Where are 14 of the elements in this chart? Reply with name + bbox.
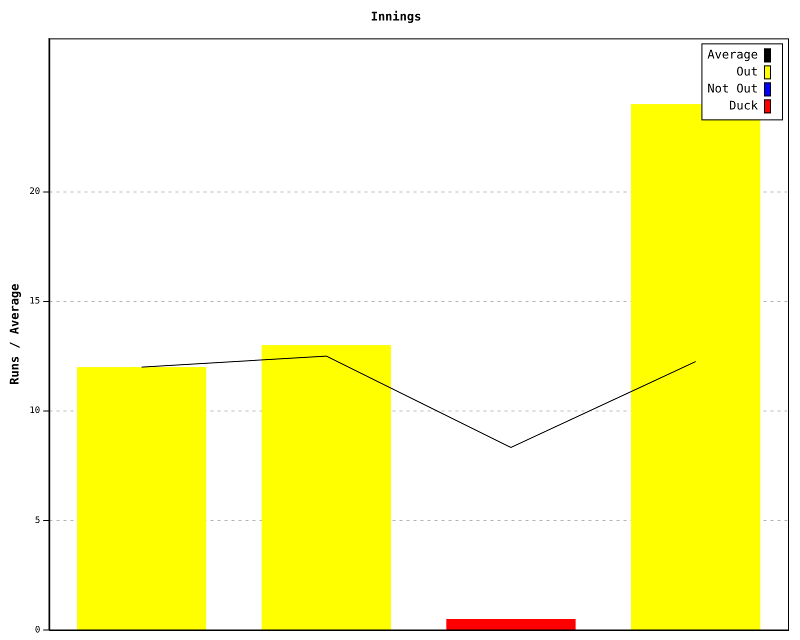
legend-label: Average bbox=[707, 48, 758, 62]
legend-label: Duck bbox=[729, 98, 759, 113]
y-tick-label: 10 bbox=[29, 406, 40, 416]
legend-label: Not Out bbox=[707, 82, 758, 96]
y-tick-label: 5 bbox=[34, 516, 40, 526]
legend-label: Out bbox=[736, 64, 758, 79]
y-tick-label: 15 bbox=[29, 296, 40, 307]
y-tick-label: 20 bbox=[29, 187, 40, 198]
bar bbox=[76, 367, 206, 630]
y-axis-title: Runs / Average bbox=[7, 284, 22, 385]
y-tick-label: 0 bbox=[34, 625, 40, 636]
chart-title: Innings bbox=[370, 9, 422, 24]
bar bbox=[446, 619, 576, 630]
bar bbox=[262, 345, 391, 630]
